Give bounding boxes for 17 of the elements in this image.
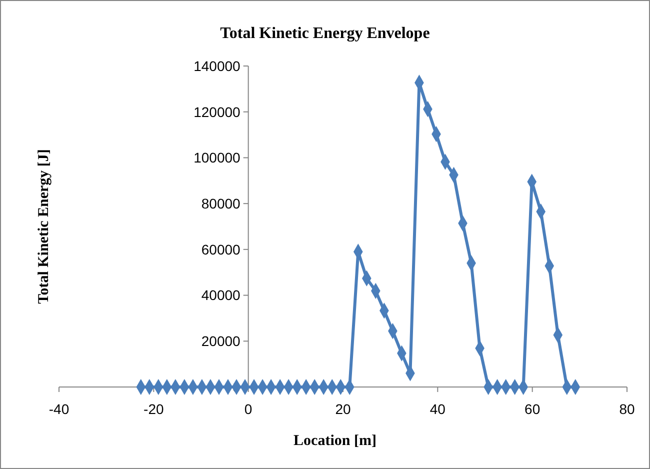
x-tick-label: 20	[335, 401, 351, 417]
y-tick-label: 100000	[194, 150, 241, 166]
y-tick-label: 40000	[201, 287, 241, 304]
y-tick-label: 140000	[194, 58, 241, 74]
y-tick-label: 80000	[201, 195, 241, 212]
y-axis-title: Total Kinetic Energy [J]	[36, 149, 52, 304]
x-tick-label: 80	[619, 401, 635, 417]
x-tick-label: 40	[430, 401, 446, 417]
x-tick-label: 60	[524, 401, 540, 417]
x-tick-label: 0	[244, 401, 252, 417]
y-tick-label: 60000	[201, 241, 241, 258]
chart-title: Total Kinetic Energy Envelope	[220, 25, 430, 42]
x-tick-label: -20	[144, 401, 164, 417]
x-axis-title: Location [m]	[294, 433, 376, 449]
y-tick-label: 120000	[194, 104, 241, 120]
x-tick-label: -40	[48, 401, 70, 417]
y-tick-label: 20000	[201, 333, 241, 350]
